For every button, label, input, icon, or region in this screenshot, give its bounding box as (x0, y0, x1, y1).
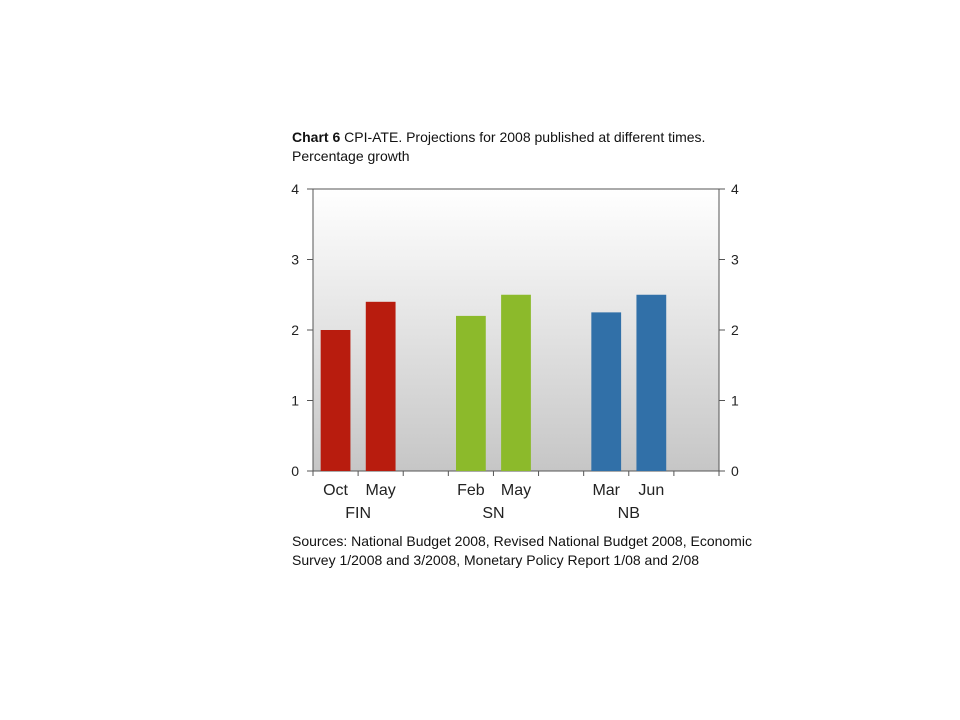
y-tick-label-left: 2 (291, 322, 299, 338)
bar-sn-may (501, 294, 531, 471)
x-category-label: Feb (457, 482, 485, 499)
y-tick-label-right: 2 (731, 322, 739, 338)
bar-fin-may (365, 301, 396, 471)
y-tick-label-left: 1 (291, 393, 299, 409)
y-tick-label-right: 4 (731, 181, 739, 197)
bar-nb-mar (591, 312, 622, 471)
y-tick-label-right: 0 (731, 463, 739, 479)
x-category-label: Oct (323, 482, 348, 499)
bar-sn-feb (456, 315, 486, 471)
x-category-label: Mar (592, 482, 620, 499)
x-category-label: May (501, 482, 531, 499)
y-tick-label-right: 1 (731, 393, 739, 409)
x-group-label: SN (482, 505, 504, 522)
x-group-label: NB (618, 505, 640, 522)
x-category-label: Jun (638, 482, 664, 499)
y-tick-label-right: 3 (731, 252, 739, 268)
bar-fin-oct (320, 330, 351, 471)
x-group-label: FIN (345, 505, 371, 522)
sources-note: Sources: National Budget 2008, Revised N… (292, 533, 752, 568)
chart-title: Chart 6 CPI-ATE. Projections for 2008 pu… (292, 128, 742, 166)
y-tick-label-left: 4 (291, 181, 299, 197)
chart-number: Chart 6 (292, 129, 341, 145)
y-tick-label-left: 3 (291, 252, 299, 268)
y-tick-label-left: 0 (291, 463, 299, 479)
chart-title-text: CPI-ATE. Projections for 2008 published … (292, 129, 706, 164)
x-category-label: May (366, 482, 396, 499)
bar-nb-jun (636, 294, 667, 471)
